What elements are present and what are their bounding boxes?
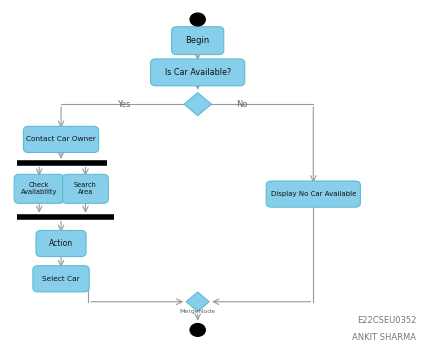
Polygon shape <box>184 93 211 116</box>
Circle shape <box>190 324 205 336</box>
Text: Search
Area: Search Area <box>74 182 97 195</box>
Circle shape <box>190 13 205 26</box>
Polygon shape <box>186 292 209 311</box>
Text: E22CSEU0352: E22CSEU0352 <box>357 316 416 325</box>
FancyBboxPatch shape <box>24 126 99 153</box>
Text: Is Car Available?: Is Car Available? <box>165 68 231 77</box>
Text: Display No Car Available: Display No Car Available <box>271 191 356 197</box>
FancyBboxPatch shape <box>266 181 360 207</box>
Text: Check
Availability: Check Availability <box>21 182 57 195</box>
FancyBboxPatch shape <box>14 174 64 203</box>
Text: Action: Action <box>49 239 73 248</box>
FancyBboxPatch shape <box>36 230 86 257</box>
Text: MergeNode: MergeNode <box>180 309 216 314</box>
Text: Contact Car Owner: Contact Car Owner <box>26 136 96 143</box>
Text: Select Car: Select Car <box>42 276 80 282</box>
Text: No: No <box>236 100 248 109</box>
Text: Yes: Yes <box>118 100 131 109</box>
FancyBboxPatch shape <box>151 59 245 86</box>
Text: Begin: Begin <box>186 36 210 45</box>
FancyBboxPatch shape <box>33 266 89 292</box>
FancyBboxPatch shape <box>63 174 109 203</box>
FancyBboxPatch shape <box>172 27 224 55</box>
Text: ANKIT SHARMA: ANKIT SHARMA <box>352 333 416 342</box>
